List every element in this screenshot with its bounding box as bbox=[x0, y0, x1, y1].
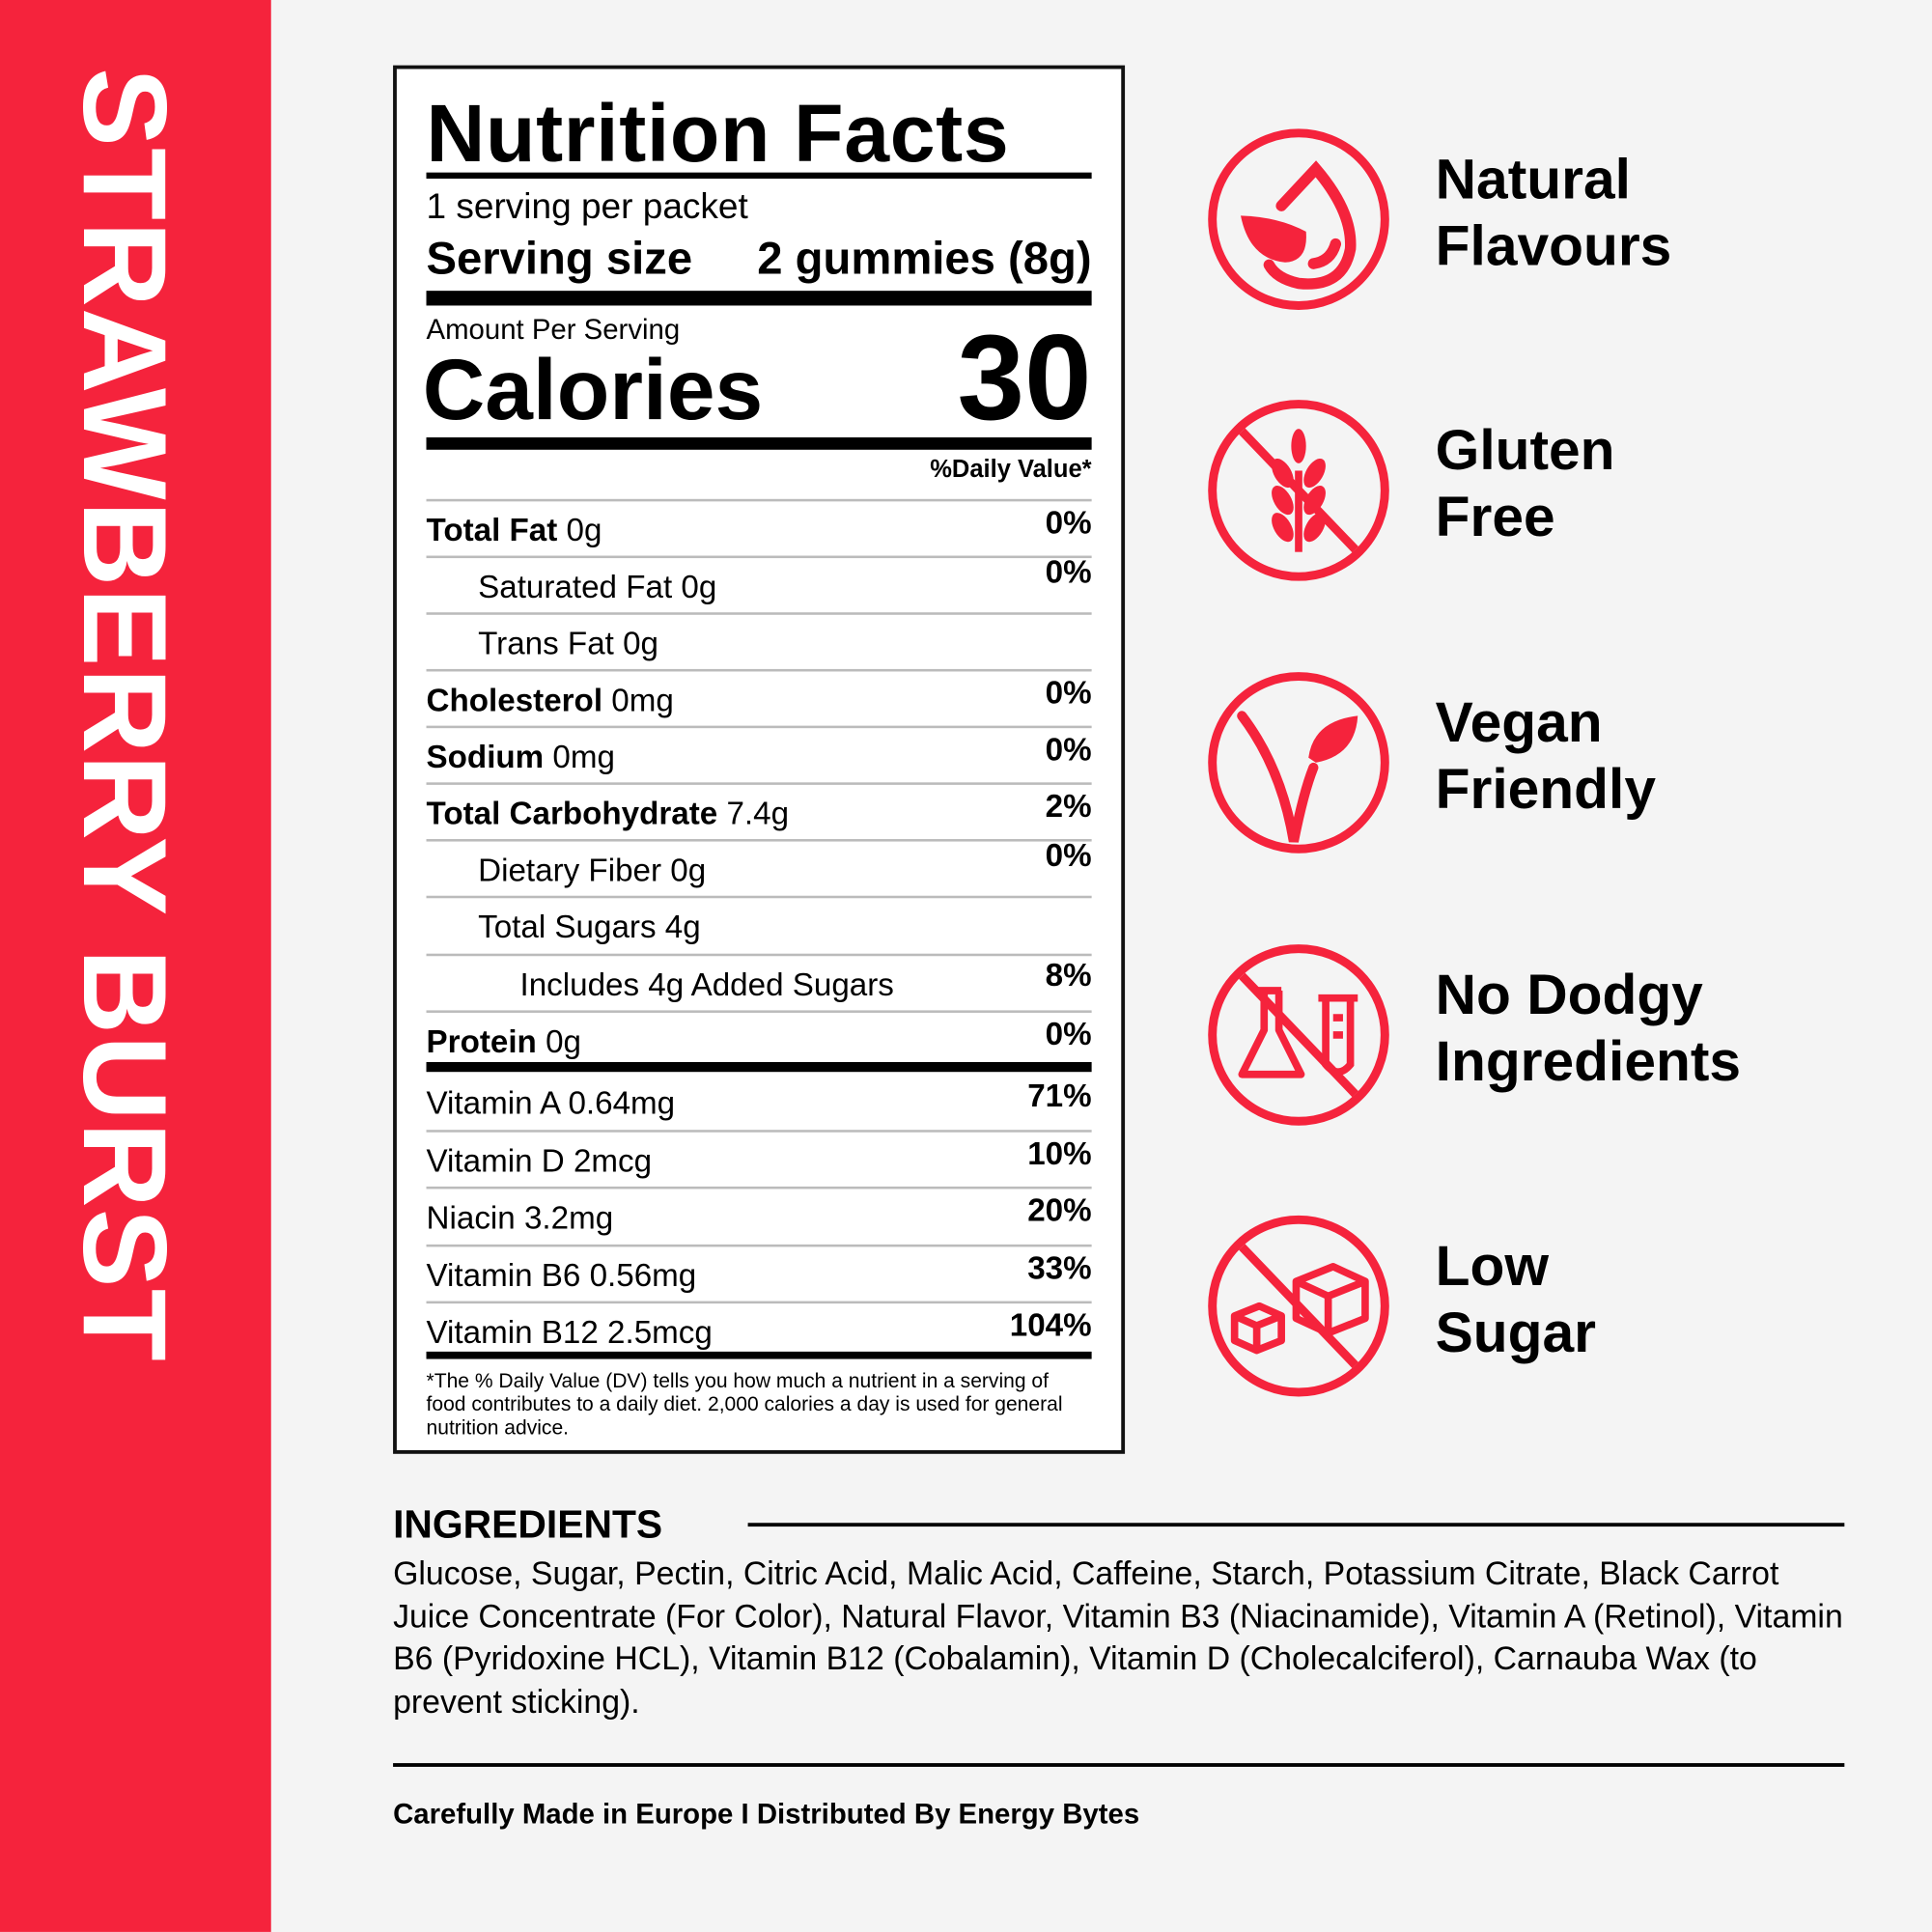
nutrient-row-saturated-fat: Saturated Fat 0g 0% bbox=[478, 552, 1092, 605]
feature-natural-flavours: Natural Flavours bbox=[1205, 126, 1895, 313]
divider bbox=[393, 1763, 1845, 1767]
feature-no-dodgy-ingredients: No Dodgy Ingredients bbox=[1205, 941, 1895, 1129]
nutrient-row-dietary-fiber: Dietary Fiber 0g 0% bbox=[478, 836, 1092, 889]
nutrient-row-protein: Protein 0g 0% bbox=[426, 1015, 1092, 1060]
vitamin-row: Vitamin A 0.64mg 71% bbox=[426, 1077, 1092, 1122]
nutrient-row-total-carbohydrate: Total Carbohydrate 7.4g 2% bbox=[426, 787, 1092, 832]
vitamin-row: Vitamin B12 2.5mcg 104% bbox=[426, 1305, 1092, 1351]
ingredients-heading: INGREDIENTS bbox=[393, 1501, 663, 1547]
servings-per-container: 1 serving per packet bbox=[426, 186, 748, 227]
product-name: STRAWBERRY BURST bbox=[57, 68, 190, 1363]
vitamin-row: Vitamin B6 0.56mg 33% bbox=[426, 1248, 1092, 1294]
nutrient-row-added-sugars: Includes 4g Added Sugars 8% bbox=[519, 956, 1092, 1003]
divider bbox=[426, 291, 1092, 306]
divider bbox=[426, 437, 1092, 450]
no-wheat-icon bbox=[1208, 400, 1389, 581]
feature-gluten-free: Gluten Free bbox=[1205, 397, 1895, 584]
vitamin-row: Niacin 3.2mg 20% bbox=[426, 1190, 1092, 1236]
daily-value-header: %Daily Value* bbox=[930, 456, 1092, 484]
nutrition-facts-panel: Nutrition Facts 1 serving per packet Ser… bbox=[393, 65, 1126, 1454]
side-banner: STRAWBERRY BURST bbox=[0, 0, 271, 1932]
divider bbox=[426, 172, 1092, 180]
footer-text: Carefully Made in Europe I Distributed B… bbox=[393, 1797, 1140, 1831]
serving-size-value: 2 gummies (8g) bbox=[757, 233, 1092, 284]
no-sugar-cubes-icon bbox=[1208, 1215, 1389, 1397]
serving-size-label: Serving size bbox=[426, 233, 693, 284]
nutrient-row-cholesterol: Cholesterol 0mg 0% bbox=[426, 674, 1092, 718]
calories-label: Calories bbox=[422, 341, 764, 438]
nutrient-row-total-sugars: Total Sugars 4g bbox=[478, 908, 701, 945]
nutrient-row-total-fat: Total Fat 0g 0% bbox=[426, 503, 1092, 548]
nutrient-row-trans-fat: Trans Fat 0g bbox=[478, 624, 658, 662]
ingredients-list: Glucose, Sugar, Pectin, Citric Acid, Mal… bbox=[393, 1554, 1843, 1720]
divider bbox=[747, 1523, 1845, 1527]
daily-value-footnote: *The % Daily Value (DV) tells you how mu… bbox=[426, 1370, 1063, 1440]
divider bbox=[426, 1351, 1092, 1359]
nutrient-row-sodium: Sodium 0mg 0% bbox=[426, 730, 1092, 775]
feature-vegan-friendly: Vegan Friendly bbox=[1205, 669, 1895, 856]
divider bbox=[426, 1061, 1092, 1073]
no-chemicals-icon bbox=[1208, 944, 1389, 1126]
drop-leaf-icon bbox=[1208, 128, 1389, 310]
nutrition-title: Nutrition Facts bbox=[426, 87, 1010, 180]
feature-low-sugar: Low Sugar bbox=[1205, 1213, 1895, 1400]
amount-per-serving: Amount Per Serving bbox=[426, 313, 681, 346]
vegan-leaf-icon bbox=[1208, 672, 1389, 854]
vitamin-row: Vitamin D 2mcg 10% bbox=[426, 1134, 1092, 1180]
calories-value: 30 bbox=[957, 309, 1092, 445]
